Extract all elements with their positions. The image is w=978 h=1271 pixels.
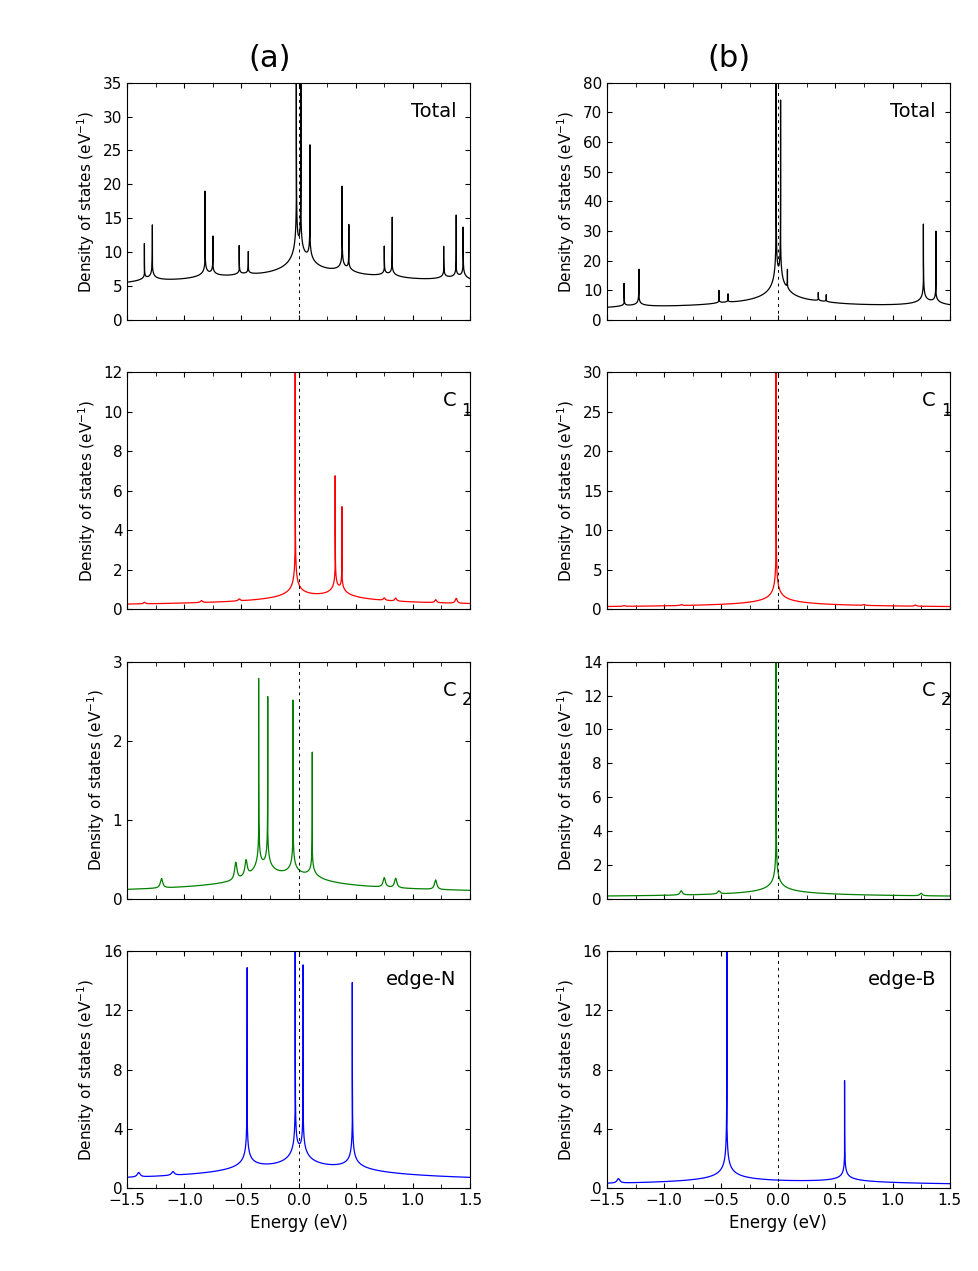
- Y-axis label: Density of states (eV$^{-1}$): Density of states (eV$^{-1}$): [555, 979, 577, 1160]
- Y-axis label: Density of states (eV$^{-1}$): Density of states (eV$^{-1}$): [85, 689, 107, 872]
- Y-axis label: Density of states (eV$^{-1}$): Density of states (eV$^{-1}$): [556, 689, 577, 872]
- X-axis label: Energy (eV): Energy (eV): [249, 1214, 347, 1232]
- Text: C: C: [442, 680, 456, 699]
- Y-axis label: Density of states (eV$^{-1}$): Density of states (eV$^{-1}$): [76, 399, 98, 582]
- Text: (b): (b): [707, 44, 750, 74]
- Y-axis label: Density of states (eV$^{-1}$): Density of states (eV$^{-1}$): [555, 111, 577, 292]
- Text: 1: 1: [461, 402, 471, 419]
- Text: C: C: [442, 391, 456, 411]
- Text: C: C: [921, 680, 935, 699]
- Y-axis label: Density of states (eV$^{-1}$): Density of states (eV$^{-1}$): [555, 399, 577, 582]
- Text: 2: 2: [461, 691, 471, 709]
- Text: Total: Total: [889, 102, 935, 121]
- Text: edge-N: edge-N: [385, 970, 456, 989]
- Text: C: C: [921, 391, 935, 411]
- Text: Total: Total: [410, 102, 456, 121]
- Text: 2: 2: [940, 691, 951, 709]
- Text: edge-B: edge-B: [867, 970, 935, 989]
- Text: (a): (a): [247, 44, 290, 74]
- Y-axis label: Density of states (eV$^{-1}$): Density of states (eV$^{-1}$): [75, 979, 98, 1160]
- X-axis label: Energy (eV): Energy (eV): [729, 1214, 826, 1232]
- Text: 1: 1: [940, 402, 951, 419]
- Y-axis label: Density of states (eV$^{-1}$): Density of states (eV$^{-1}$): [75, 111, 98, 292]
